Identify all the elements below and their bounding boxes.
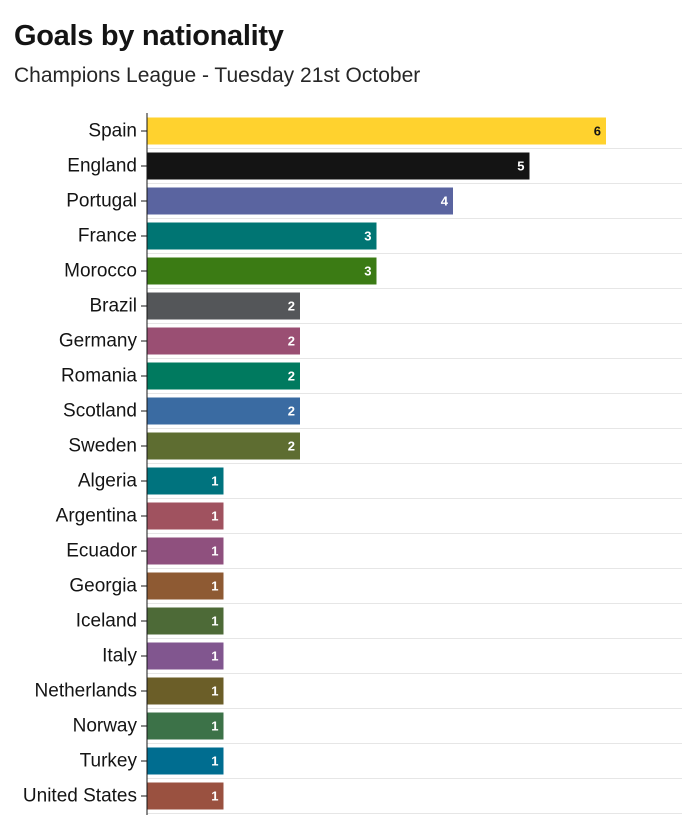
data-label: 1 bbox=[211, 649, 218, 664]
bar-georgia bbox=[147, 572, 224, 600]
category-label: Georgia bbox=[69, 576, 137, 597]
category-label: Germany bbox=[59, 331, 138, 352]
data-label: 1 bbox=[211, 684, 218, 699]
category-label: Spain bbox=[88, 121, 137, 142]
bar-united-states bbox=[147, 782, 224, 810]
data-label: 1 bbox=[211, 789, 218, 804]
data-label: 1 bbox=[211, 614, 218, 629]
category-label: Ecuador bbox=[66, 541, 137, 562]
bar-scotland bbox=[147, 397, 300, 425]
bar-italy bbox=[147, 642, 224, 670]
category-label: Turkey bbox=[80, 751, 138, 772]
category-label: Netherlands bbox=[35, 681, 137, 702]
category-label: Brazil bbox=[89, 296, 137, 317]
bar-ecuador bbox=[147, 537, 224, 565]
data-label: 1 bbox=[211, 719, 218, 734]
bar-romania bbox=[147, 362, 300, 390]
data-label: 1 bbox=[211, 509, 218, 524]
category-label: Italy bbox=[102, 646, 137, 667]
data-label: 3 bbox=[364, 229, 371, 244]
category-label: Norway bbox=[73, 716, 138, 737]
category-label: Iceland bbox=[76, 611, 137, 632]
data-label: 2 bbox=[288, 439, 295, 454]
category-label: Portugal bbox=[66, 191, 137, 212]
bar-portugal bbox=[147, 187, 453, 215]
data-label: 3 bbox=[364, 264, 371, 279]
data-label: 5 bbox=[517, 159, 524, 174]
bar-france bbox=[147, 222, 377, 250]
data-label: 1 bbox=[211, 544, 218, 559]
bar-norway bbox=[147, 712, 224, 740]
bar-sweden bbox=[147, 432, 300, 460]
data-label: 2 bbox=[288, 369, 295, 384]
data-label: 2 bbox=[288, 299, 295, 314]
data-label: 6 bbox=[594, 124, 601, 139]
bar-brazil bbox=[147, 292, 300, 320]
bar-spain bbox=[147, 117, 606, 145]
category-label: England bbox=[67, 156, 137, 177]
category-label: Scotland bbox=[63, 401, 137, 422]
category-label: United States bbox=[23, 786, 137, 807]
data-label: 2 bbox=[288, 404, 295, 419]
chart-title: Goals by nationality bbox=[14, 20, 284, 52]
bar-morocco bbox=[147, 257, 377, 285]
category-label: Sweden bbox=[68, 436, 137, 457]
category-label: Morocco bbox=[64, 261, 137, 282]
bar-iceland bbox=[147, 607, 224, 635]
bar-germany bbox=[147, 327, 300, 355]
bar-algeria bbox=[147, 467, 224, 495]
bar-england bbox=[147, 152, 530, 180]
category-label: Argentina bbox=[56, 506, 138, 527]
chart-subtitle: Champions League - Tuesday 21st October bbox=[14, 64, 421, 87]
data-label: 1 bbox=[211, 754, 218, 769]
bar-netherlands bbox=[147, 677, 224, 705]
category-label: Romania bbox=[61, 366, 137, 387]
bar-argentina bbox=[147, 502, 224, 530]
data-label: 1 bbox=[211, 579, 218, 594]
category-label: France bbox=[78, 226, 137, 247]
bar-turkey bbox=[147, 747, 224, 775]
data-label: 1 bbox=[211, 474, 218, 489]
data-label: 4 bbox=[441, 194, 449, 209]
data-label: 2 bbox=[288, 334, 295, 349]
category-label: Algeria bbox=[78, 471, 138, 492]
